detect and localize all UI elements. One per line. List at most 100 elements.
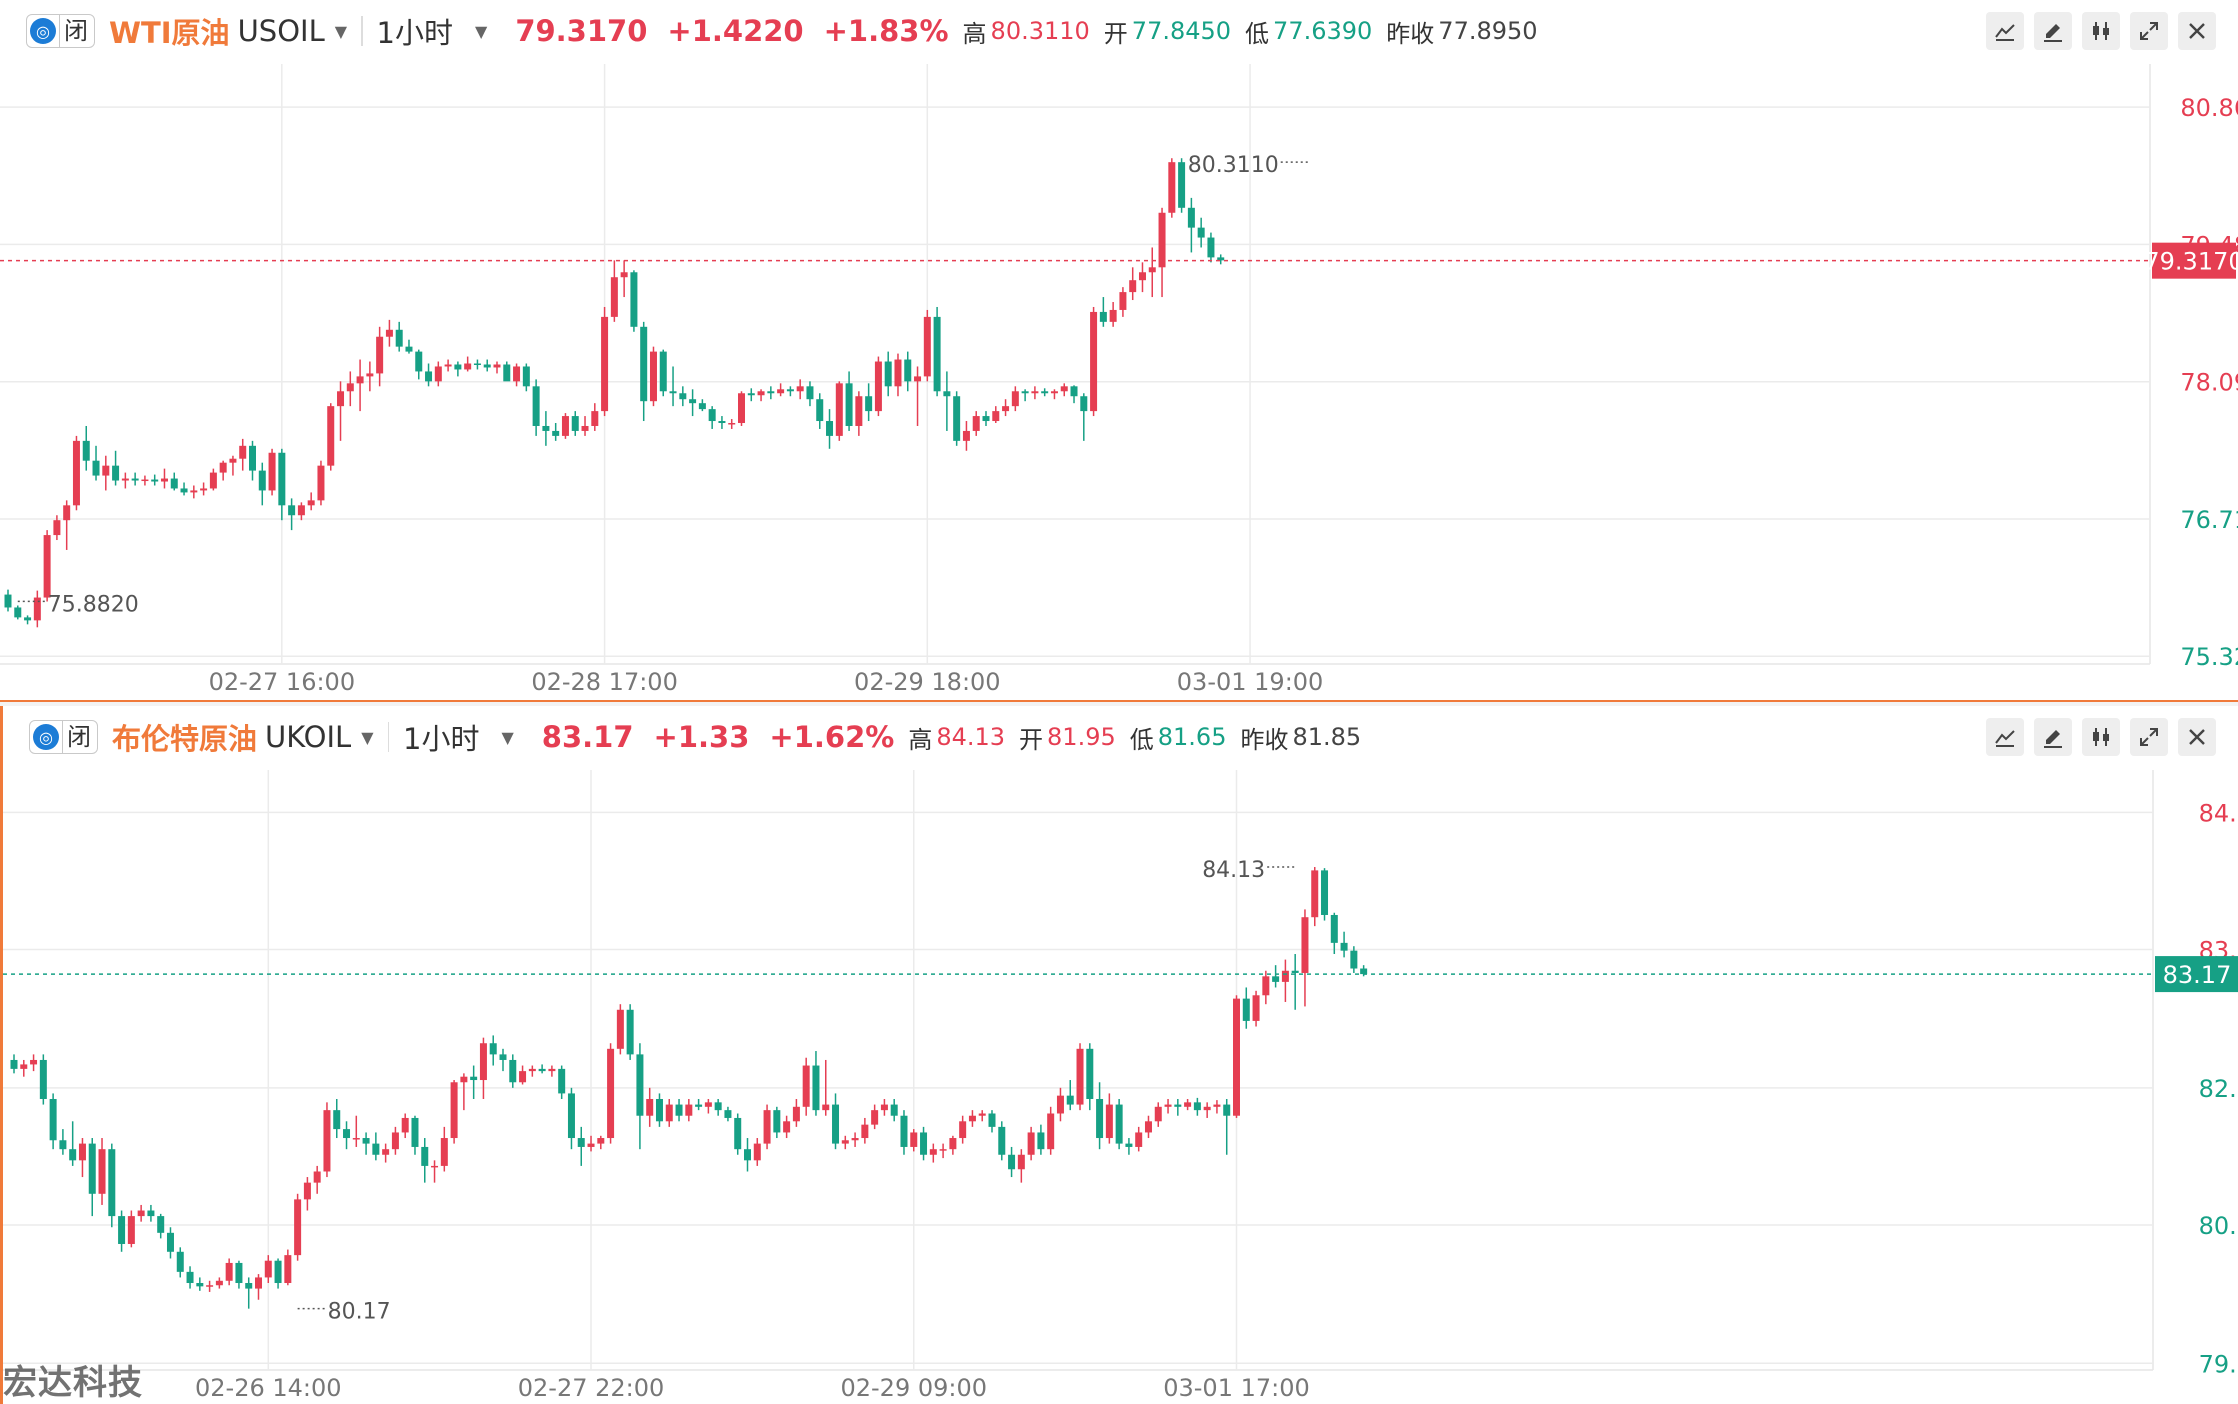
- fullscreen-button[interactable]: [2130, 12, 2168, 50]
- candle-body: [10, 1059, 18, 1069]
- candle-body: [744, 1149, 751, 1161]
- candle: [1184, 1098, 1192, 1111]
- candle: [1041, 388, 1049, 397]
- candle-body: [1301, 917, 1309, 973]
- candle: [884, 351, 892, 397]
- instrument-symbol[interactable]: USOIL: [237, 14, 325, 48]
- candle: [1197, 217, 1205, 248]
- candle-body: [352, 1138, 360, 1140]
- interval-dropdown-icon[interactable]: ▼: [501, 727, 514, 747]
- candle: [826, 409, 834, 449]
- high-label: 高: [908, 725, 933, 754]
- brent-candlestick-chart[interactable]: 84.6283.3982.1580.9279.6802-26 14:0002-2…: [3, 706, 2238, 1404]
- low-label: 低: [1245, 19, 1270, 48]
- close-button[interactable]: [2178, 12, 2216, 50]
- candle-body: [219, 462, 227, 473]
- symbol-dropdown-icon[interactable]: ▼: [361, 727, 374, 747]
- candle-body: [39, 1059, 47, 1099]
- candle: [1138, 262, 1146, 293]
- candle: [646, 1087, 654, 1127]
- candle-style-button[interactable]: [2082, 718, 2120, 756]
- candle-body: [1350, 950, 1358, 969]
- candle-body: [431, 1165, 439, 1168]
- candle-body: [258, 470, 266, 491]
- candle-body: [1193, 1102, 1201, 1111]
- candle-body: [401, 1117, 409, 1133]
- candle-style-button[interactable]: [2082, 12, 2120, 50]
- candle-body: [473, 363, 481, 366]
- candle: [796, 379, 804, 400]
- open-label: 开: [1103, 19, 1128, 48]
- candle: [835, 381, 843, 441]
- instrument-name[interactable]: WTI原油: [109, 16, 230, 50]
- candle-body: [4, 594, 12, 608]
- candle: [943, 371, 951, 431]
- brent-chart-panel: 84.6283.3982.1580.9279.6802-26 14:0002-2…: [0, 706, 2238, 1404]
- candle: [851, 1132, 859, 1147]
- candle-body: [1223, 1104, 1231, 1116]
- candle: [949, 1135, 957, 1155]
- candle-body: [581, 425, 589, 431]
- close-button[interactable]: [2178, 718, 2216, 756]
- x-tick-label: 02-29 18:00: [854, 668, 1001, 696]
- candle-body: [1037, 1132, 1045, 1150]
- instrument-symbol[interactable]: UKOIL: [265, 720, 352, 754]
- symbol-dropdown-icon[interactable]: ▼: [334, 21, 348, 41]
- last-price: 83.17: [541, 720, 634, 754]
- draw-button[interactable]: [2034, 12, 2072, 50]
- candle-body: [176, 1251, 184, 1272]
- draw-button[interactable]: [2034, 718, 2072, 756]
- fullscreen-button[interactable]: [2130, 718, 2168, 756]
- candle-body: [851, 1138, 859, 1141]
- candle-body: [255, 1277, 262, 1289]
- candle: [323, 1102, 331, 1178]
- chart-toolbar: [1986, 718, 2216, 756]
- candle-body: [454, 364, 462, 370]
- candle-body: [317, 465, 325, 501]
- market-status-text: 闭: [59, 15, 94, 47]
- candle-body: [1272, 976, 1280, 982]
- candle: [395, 321, 403, 352]
- candle: [176, 1247, 184, 1278]
- candle-body: [434, 366, 442, 382]
- candle: [953, 391, 961, 446]
- panel-divider: [0, 700, 2238, 706]
- instrument-name[interactable]: 布伦特原油: [112, 722, 258, 756]
- candle: [1217, 254, 1225, 265]
- candle: [72, 435, 80, 511]
- candle: [616, 1004, 624, 1055]
- candle: [685, 1098, 693, 1122]
- candle-body: [391, 1132, 399, 1150]
- candle-body: [943, 391, 951, 397]
- candle-body: [806, 386, 814, 400]
- candle-body: [998, 1126, 1006, 1155]
- candle: [552, 423, 560, 441]
- candle-body: [659, 351, 667, 392]
- interval-selector[interactable]: 1小时: [376, 16, 453, 50]
- candle-body: [1090, 311, 1098, 412]
- high-value: 84.13: [936, 723, 1006, 751]
- candle-body: [988, 1113, 996, 1127]
- candle-body: [1080, 396, 1088, 412]
- interval-selector[interactable]: 1小时: [403, 722, 480, 756]
- candle-body: [503, 364, 511, 382]
- candle: [33, 590, 41, 628]
- candle: [1129, 267, 1137, 301]
- candle: [538, 1064, 546, 1074]
- candle-body: [425, 371, 433, 382]
- candle: [1272, 965, 1280, 988]
- candle: [783, 1115, 791, 1139]
- candle: [1031, 386, 1039, 400]
- indicator-button[interactable]: [1986, 718, 2024, 756]
- interval-dropdown-icon[interactable]: ▼: [475, 21, 488, 41]
- candle-body: [522, 366, 530, 387]
- candle-body: [460, 1076, 468, 1083]
- candle: [102, 455, 110, 491]
- candle-body: [655, 1098, 663, 1122]
- min-price-label: 80.17: [328, 1300, 391, 1325]
- indicator-button[interactable]: [1986, 12, 2024, 50]
- candle-body: [845, 383, 853, 426]
- candle-body: [59, 1140, 67, 1150]
- wti-candlestick-chart[interactable]: 80.864679.480678.096576.712475.328402-27…: [0, 0, 2238, 700]
- candle: [655, 1093, 663, 1127]
